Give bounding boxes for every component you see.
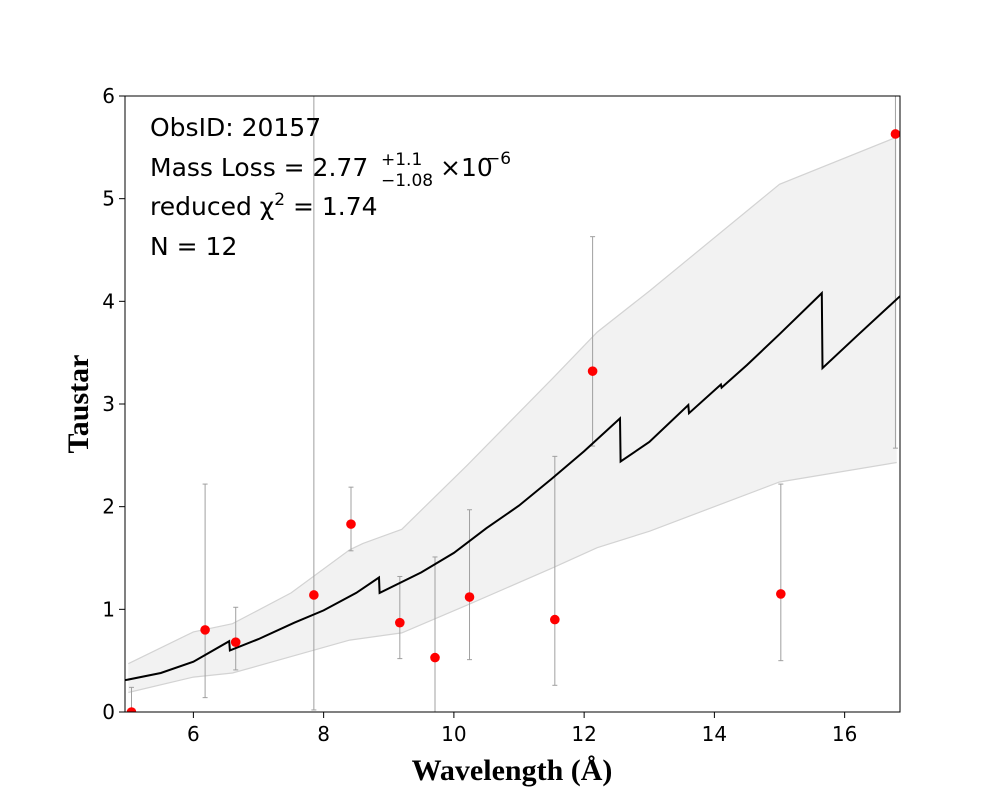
- annotation-box: ObsID: 20157 Mass Loss = 2.77 +1.1 −1.08…: [150, 113, 511, 261]
- error-bar-6: [432, 556, 438, 712]
- model-uncertainty-band: [128, 137, 897, 693]
- y-tick-label-2: 2: [102, 495, 115, 519]
- x-tick-label-12: 12: [571, 722, 596, 746]
- model-line: [125, 290, 900, 682]
- error-bar-1: [202, 483, 208, 699]
- chi2-label: reduced χ2 = 1.74: [150, 190, 378, 221]
- data-point-11: [890, 129, 900, 139]
- chi2-value: = 1.74: [285, 192, 378, 221]
- x-tick-label-16: 16: [832, 722, 857, 746]
- chi2-exponent: 2: [274, 190, 285, 210]
- y-tick-label-1: 1: [102, 597, 115, 621]
- band-upper-edge: [128, 136, 897, 665]
- y-tick-label-3: 3: [102, 392, 115, 416]
- error-bar-3: [311, 96, 317, 711]
- mass-loss-multiplier: ×10: [440, 153, 493, 182]
- y-tick-label-5: 5: [102, 187, 115, 211]
- mass-loss-prefix: Mass Loss = 2.77: [150, 153, 368, 182]
- error-bar-10: [778, 483, 784, 662]
- x-tick-label-6: 6: [187, 722, 200, 746]
- data-point-4: [346, 519, 356, 529]
- mass-loss-exponent: −6: [486, 149, 511, 169]
- error-bar-5: [397, 575, 403, 660]
- data-point-9: [587, 366, 598, 376]
- chi2-prefix: reduced χ: [150, 192, 274, 221]
- y-tick-label-0: 0: [102, 700, 115, 724]
- y-tick-label-6: 6: [102, 84, 115, 108]
- x-tick-label-8: 8: [317, 722, 330, 746]
- data-point-5: [395, 617, 405, 628]
- x-axis: 6 8 10 12 14 16: [187, 712, 857, 746]
- data-point-2: [230, 637, 241, 647]
- obsid-label: ObsID: 20157: [150, 113, 321, 142]
- error-bar-11: [892, 96, 898, 449]
- x-tick-label-14: 14: [702, 722, 727, 746]
- plot-area: [125, 96, 900, 712]
- x-axis-title: Wavelength (Å): [412, 754, 613, 787]
- error-bar-8: [552, 455, 558, 686]
- data-point-8: [550, 614, 560, 625]
- data-point-1: [200, 625, 210, 635]
- mass-loss-lower-error: −1.08: [381, 171, 433, 191]
- data-point-10: [776, 589, 786, 599]
- data-point-6: [430, 652, 440, 663]
- y-axis-title: Taustar: [62, 355, 95, 454]
- band-lower-edge: [128, 461, 897, 694]
- data-point-3: [309, 590, 319, 600]
- n-label: N = 12: [150, 232, 237, 261]
- mass-loss-label: Mass Loss = 2.77: [150, 153, 368, 182]
- x-tick-label-10: 10: [441, 722, 466, 746]
- data-point-7: [464, 592, 475, 602]
- y-tick-label-4: 4: [102, 289, 115, 313]
- mass-loss-upper-error: +1.1: [381, 150, 422, 170]
- error-bar-4: [348, 486, 354, 552]
- y-axis: 0 1 2 3 4 5 6: [102, 84, 125, 724]
- data-points: [126, 129, 900, 712]
- error-bars: [129, 96, 898, 712]
- error-bar-7: [467, 509, 473, 661]
- data-point-0: [126, 707, 137, 712]
